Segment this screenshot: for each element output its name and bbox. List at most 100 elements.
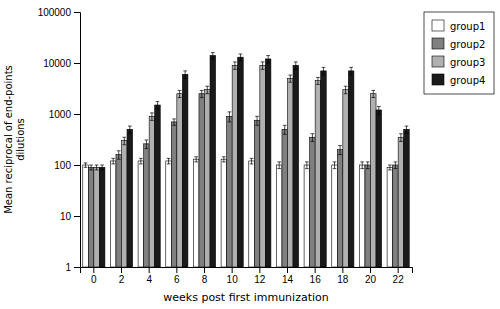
bar: [94, 167, 100, 267]
plot: 0246810121416182022110100100010000100000: [38, 7, 413, 285]
tick-label: 16: [310, 274, 322, 285]
tick-mark: [287, 267, 288, 273]
error-cap: [283, 134, 287, 135]
error-cap: [333, 161, 337, 162]
error-cap: [288, 75, 292, 76]
error-bar: [139, 158, 143, 164]
error-bar: [95, 165, 99, 170]
error-cap: [344, 93, 348, 94]
tick-mark: [315, 267, 316, 273]
error-cap: [288, 82, 292, 83]
error-bar: [211, 53, 215, 59]
legend-swatch: [432, 56, 444, 67]
error-cap: [322, 67, 326, 68]
bar: [238, 57, 244, 267]
error-bar: [122, 137, 126, 144]
error-cap: [211, 52, 215, 53]
error-cap: [167, 163, 171, 164]
error-cap: [200, 97, 204, 98]
error-line: [157, 102, 158, 109]
error-line: [85, 163, 86, 167]
error-cap: [222, 161, 226, 162]
bar: [199, 94, 205, 267]
error-cap: [156, 101, 160, 102]
error-cap: [366, 161, 370, 162]
error-cap: [139, 163, 143, 164]
error-cap: [117, 150, 121, 151]
error-line: [406, 126, 407, 133]
error-cap: [283, 125, 287, 126]
series: [99, 53, 409, 267]
error-line: [185, 71, 186, 78]
error-cap: [84, 162, 88, 163]
tick-label: 10: [60, 211, 72, 222]
error-cap: [228, 121, 232, 122]
tick-label: 2: [119, 274, 125, 285]
tick-label: 100000: [38, 7, 72, 18]
error-cap: [394, 168, 398, 169]
legend-item: group2: [432, 38, 485, 50]
error-line: [223, 157, 224, 162]
error-cap: [205, 93, 209, 94]
bar: [359, 165, 365, 267]
error-line: [113, 158, 114, 164]
error-bar: [405, 126, 409, 133]
chart: 0246810121416182022110100100010000100000…: [0, 0, 500, 309]
bar: [177, 94, 183, 267]
error-cap: [399, 141, 403, 142]
error-cap: [333, 168, 337, 169]
error-bar: [150, 113, 154, 120]
error-line: [400, 134, 401, 142]
error-cap: [178, 97, 182, 98]
y-axis: 110100100010000100000: [38, 7, 81, 273]
error-line: [179, 90, 180, 97]
axis-line: [74, 13, 81, 268]
bar: [265, 59, 271, 267]
bar: [155, 105, 161, 267]
error-bar: [145, 140, 149, 149]
bar: [310, 137, 316, 267]
bar: [221, 159, 227, 267]
tick: 10: [60, 211, 80, 222]
error-cap: [311, 141, 315, 142]
legend-label: group4: [450, 75, 485, 86]
legend-item: group4: [432, 74, 485, 86]
error-bar: [200, 90, 204, 97]
error-cap: [371, 97, 375, 98]
error-cap: [122, 144, 126, 145]
error-bar: [250, 158, 254, 164]
tick: 0: [91, 267, 97, 285]
error-line: [229, 112, 230, 122]
error-bar: [172, 119, 176, 125]
bar: [260, 65, 266, 267]
bar: [315, 81, 321, 267]
bar: [404, 129, 410, 267]
error-bar: [266, 56, 270, 63]
tick-label: 8: [202, 274, 208, 285]
bar: [343, 90, 349, 267]
error-bar: [288, 75, 292, 82]
bar: [83, 165, 89, 267]
error-cap: [338, 154, 342, 155]
error-bar: [89, 165, 93, 170]
tick-label: 0: [91, 274, 97, 285]
bar: [99, 167, 105, 267]
error-bar: [84, 163, 88, 167]
error-line: [351, 67, 352, 75]
bar: [365, 165, 371, 267]
error-cap: [377, 106, 381, 107]
error-line: [118, 151, 119, 159]
error-cap: [211, 58, 215, 59]
error-cap: [194, 161, 198, 162]
bar: [144, 144, 150, 267]
legend-swatch: [432, 38, 444, 49]
bar: [393, 165, 399, 267]
error-line: [312, 134, 313, 142]
tick-mark: [74, 114, 80, 115]
error-line: [146, 140, 147, 149]
error-cap: [405, 126, 409, 127]
error-cap: [205, 86, 209, 87]
error-cap: [167, 158, 171, 159]
error-cap: [89, 165, 93, 166]
error-cap: [200, 90, 204, 91]
